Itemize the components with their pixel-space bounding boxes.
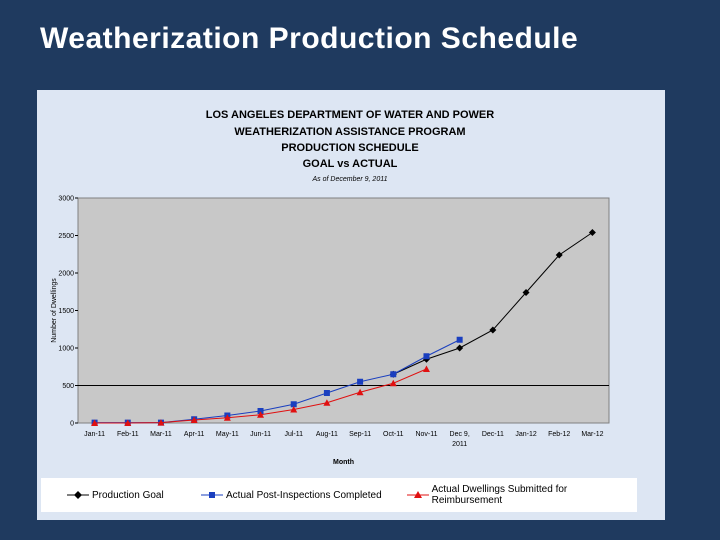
data-point-actual-dwellings-submitted-for-reimbursement [422,365,430,372]
y-tick-label: 2000 [58,271,74,278]
y-tick-label: 1500 [58,308,74,315]
x-tick-label: Mar-12 [581,431,603,438]
data-point-actual-dwellings-submitted-for-reimbursement [389,379,397,387]
x-axis-label: Month [333,459,354,466]
x-tick-label: Aug-11 [316,431,338,438]
y-tick-label: 0 [70,421,74,428]
data-point-actual-dwellings-submitted-for-reimbursement [323,399,331,406]
data-point-production-goal [555,251,563,259]
chart-title-line: WEATHERIZATION ASSISTANCE PROGRAM [234,126,465,138]
data-point-actual-dwellings-submitted-for-reimbursement [124,419,132,426]
data-point-actual-dwellings-submitted-for-reimbursement [257,411,265,418]
x-tick-label: Sep-11 [349,431,371,438]
data-point-actual-dwellings-submitted-for-reimbursement [91,419,99,426]
chart-subtitle: As of December 9, 2011 [312,176,388,183]
data-point-actual-post-inspections-completed [357,378,364,385]
data-point-actual-dwellings-submitted-for-reimbursement [157,419,165,426]
data-point-production-goal [489,326,497,334]
data-point-production-goal [456,344,464,352]
x-tick-label: Feb-12 [548,431,570,438]
legend-item-actual-post: Actual Post-Inspections Completed [201,488,382,502]
plot-area [77,197,610,424]
legend-item-actual-submitted: Actual Dwellings Submitted for Reimburse… [407,484,637,506]
x-tick-label: Jan-12 [515,431,537,438]
chart-svg: LOS ANGELES DEPARTMENT OF WATER AND POWE… [51,109,610,466]
slide-title: Weatherization Production Schedule [40,22,579,55]
data-point-actual-dwellings-submitted-for-reimbursement [290,406,298,413]
chart-title-line: LOS ANGELES DEPARTMENT OF WATER AND POWE… [206,109,495,121]
chart-frame: LOS ANGELES DEPARTMENT OF WATER AND POWE… [37,90,665,520]
legend-actual-post-marker-icon [201,492,223,498]
y-tick-label: 500 [62,383,74,390]
x-tick-label: Jun-11 [250,431,271,438]
x-tick-label: 2011 [452,441,467,448]
x-tick-label: Nov-11 [415,431,437,438]
data-point-actual-post-inspections-completed [423,353,430,360]
y-tick-label: 3000 [58,196,74,203]
x-tick-label: Jan-11 [84,431,105,438]
x-tick-label: May-11 [216,431,239,438]
data-point-actual-post-inspections-completed [456,336,463,343]
x-tick-label: Dec-11 [482,431,504,438]
data-point-actual-post-inspections-completed [290,401,297,408]
x-tick-label: Feb-11 [117,431,139,438]
y-tick-label: 2500 [58,233,74,240]
chart-title-line: GOAL vs ACTUAL [303,158,398,170]
data-point-production-goal [522,289,530,296]
chart-legend: Production Goal Actual Post-Inspections … [41,478,637,512]
x-tick-label: Apr-11 [184,431,205,438]
data-point-production-goal [588,229,596,236]
data-point-actual-post-inspections-completed [257,408,264,414]
data-point-actual-post-inspections-completed [390,371,397,378]
legend-actual-submitted-marker-icon [407,491,429,498]
legend-goal-marker-icon [67,491,89,499]
legend-item-goal: Production Goal [67,488,164,502]
x-tick-label: Oct-11 [383,431,404,438]
x-tick-label: Mar-11 [150,431,172,438]
x-tick-label: Jul-11 [284,431,303,438]
x-tick-label: Dec 9, [450,431,470,438]
data-point-actual-dwellings-submitted-for-reimbursement [356,388,364,396]
legend-actual-post-label: Actual Post-Inspections Completed [226,489,382,501]
data-point-actual-dwellings-submitted-for-reimbursement [190,416,198,423]
legend-actual-submitted-label: Actual Dwellings Submitted for Reimburse… [431,484,568,506]
chart-title-line: PRODUCTION SCHEDULE [281,142,419,154]
y-axis-label: Number of Dwellings [51,278,58,343]
y-tick-label: 1000 [58,346,74,353]
data-point-actual-post-inspections-completed [323,390,330,396]
legend-goal-label: Production Goal [92,489,164,501]
data-point-actual-dwellings-submitted-for-reimbursement [223,414,231,421]
